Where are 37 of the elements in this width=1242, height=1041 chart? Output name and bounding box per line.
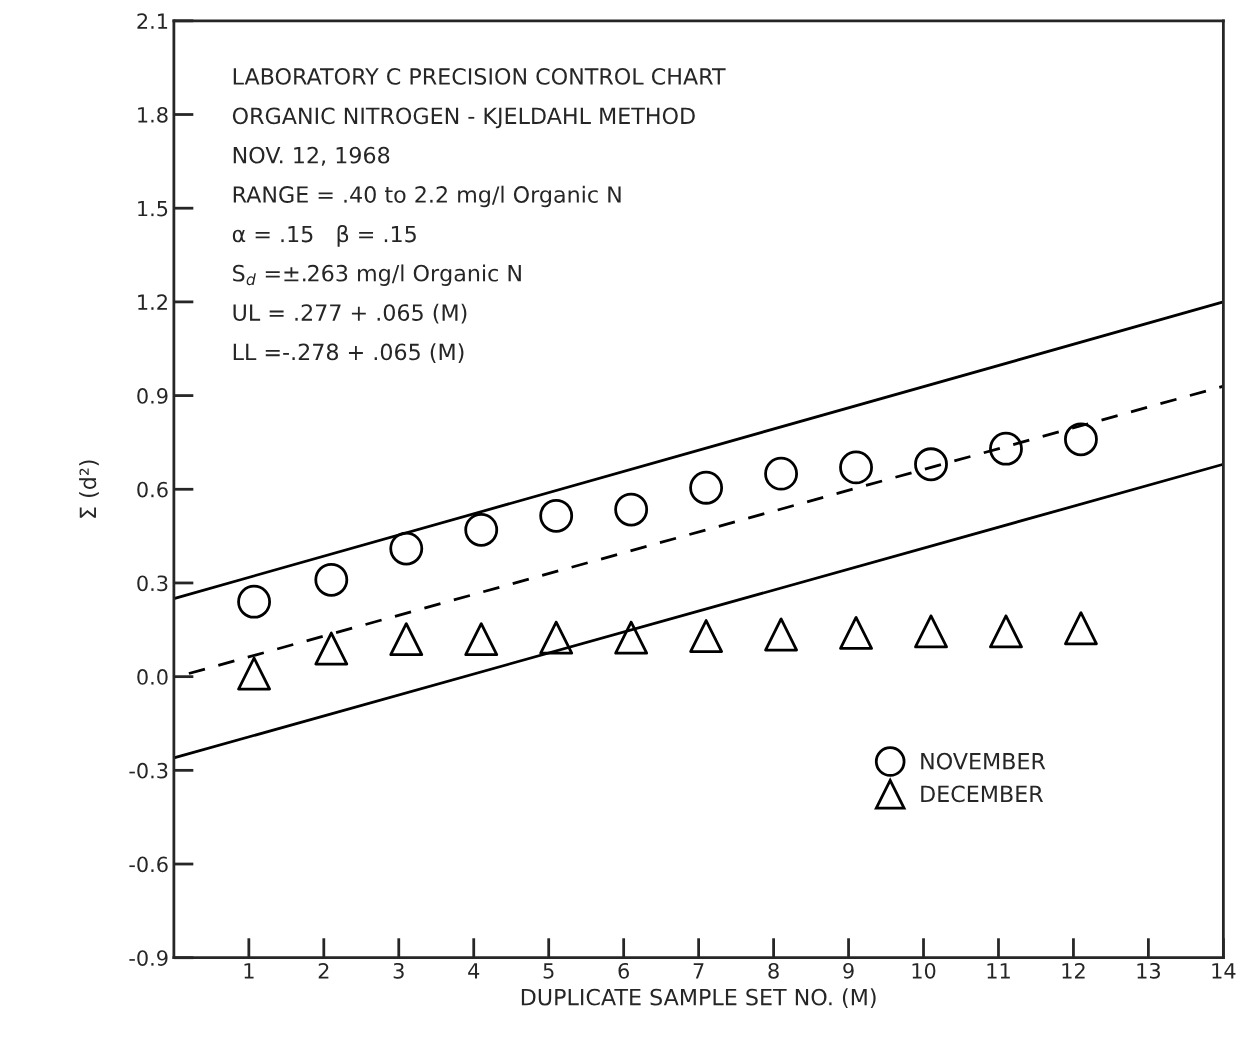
- y-tick-label: -0.6: [129, 856, 168, 873]
- annotation: UL = .277 + .065 (M): [233, 303, 467, 324]
- x-tick-label: 2: [318, 962, 329, 979]
- annotation: RANGE = .40 to 2.2 mg/l Organic N: [233, 185, 621, 208]
- y-tick-label: 0.0: [137, 669, 168, 685]
- y-tick-label: 0.3: [137, 575, 168, 592]
- legend-label: DECEMBER: [921, 785, 1044, 803]
- x-tick-label: 10: [912, 962, 936, 979]
- x-tick-label: 14: [1212, 963, 1236, 979]
- annotation: S$_{d}$ =±.263 mg/l Organic N: [233, 264, 521, 286]
- x-tick-label: 6: [618, 962, 629, 979]
- y-tick-label: 1.2: [138, 294, 167, 310]
- x-axis-title: DUPLICATE SAMPLE SET NO. (M): [521, 988, 876, 1009]
- annotation: NOV. 12, 1968: [233, 146, 390, 166]
- text: LABORATORY C PRECISION CONTROL CHART: [233, 68, 726, 85]
- annotation: LL =-.278 + .065 (M): [233, 343, 464, 363]
- x-tick-label: 9: [843, 962, 854, 979]
- x-tick-label: 4: [468, 963, 480, 979]
- annotation: α = .15 β = .15: [232, 225, 416, 247]
- text: ORGANIC NITROGEN - KJELDAHL METHOD: [232, 107, 695, 129]
- x-tick-label: 7: [693, 963, 704, 979]
- x-tick-label: 3: [393, 962, 404, 979]
- y-tick-label: 0.6: [137, 481, 168, 498]
- x-tick-label: 8: [768, 962, 779, 979]
- y-tick-label: 0.9: [137, 388, 168, 404]
- legend-label: NOVEMBER: [921, 752, 1046, 770]
- x-tick-label: 11: [987, 963, 1010, 979]
- x-tick-label: 1: [244, 963, 254, 979]
- y-tick-label: 1.5: [138, 200, 168, 217]
- x-tick-label: 12: [1062, 962, 1085, 979]
- y-tick-label: 1.8: [138, 106, 168, 123]
- x-tick-label: 13: [1137, 962, 1160, 979]
- y-tick-label: -0.9: [129, 950, 168, 966]
- x-tick-label: 5: [543, 963, 554, 979]
- y-tick-label: -0.3: [129, 762, 168, 779]
- y-axis-title: Σ (d²): [79, 460, 99, 518]
- y-tick-label: 2.1: [137, 13, 168, 29]
